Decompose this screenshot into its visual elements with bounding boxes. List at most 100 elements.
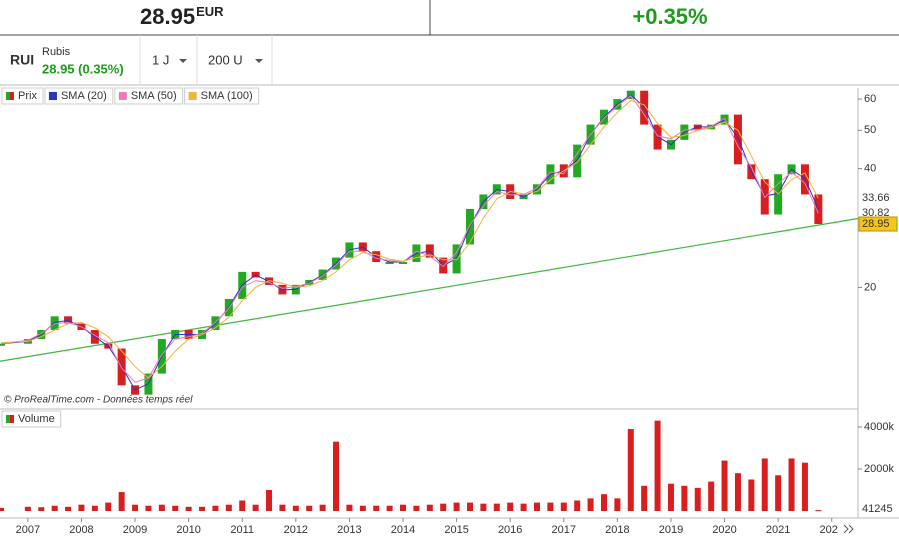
candle bbox=[814, 194, 823, 225]
y-tick-label: 40 bbox=[864, 162, 876, 174]
x-tick-label: 2015 bbox=[444, 524, 468, 536]
volume-bar bbox=[426, 504, 433, 511]
x-tick-label: 2008 bbox=[69, 524, 93, 536]
y-tick-label: 60 bbox=[864, 93, 876, 105]
volume-bar bbox=[319, 504, 326, 511]
last-value-label: 28.95 bbox=[862, 218, 890, 230]
instrument-name: Rubis bbox=[42, 46, 71, 58]
volume-bar bbox=[91, 505, 98, 511]
select-box[interactable] bbox=[141, 36, 196, 84]
candle bbox=[399, 261, 408, 264]
legend-item: Prix bbox=[1, 87, 44, 105]
volume-bar bbox=[627, 429, 634, 511]
volume-bar bbox=[400, 504, 407, 511]
x-tick-label: 2021 bbox=[766, 524, 790, 536]
volume-bar bbox=[0, 507, 5, 511]
volume-bar bbox=[359, 505, 366, 511]
volume-bar bbox=[600, 494, 607, 511]
header-price: 28.95 bbox=[140, 4, 195, 29]
scroll-icon[interactable] bbox=[843, 524, 854, 534]
quote: 28.95 (0.35%) bbox=[42, 61, 124, 76]
legend-label: Volume bbox=[18, 413, 55, 425]
volume-bar bbox=[413, 505, 420, 511]
volume-bar bbox=[373, 505, 380, 511]
x-tick-label: 2017 bbox=[552, 524, 576, 536]
volume-bar bbox=[386, 505, 393, 511]
legend-swatch bbox=[10, 415, 14, 423]
legend-swatch bbox=[10, 92, 14, 100]
volume-bar bbox=[480, 503, 487, 511]
volume-bar bbox=[721, 460, 728, 511]
volume-bar bbox=[708, 481, 715, 511]
volume-bar bbox=[654, 420, 661, 511]
last-value-box bbox=[858, 216, 898, 232]
volume-bar bbox=[252, 504, 259, 511]
caret[interactable] bbox=[255, 59, 263, 63]
x-tick-label: 2007 bbox=[16, 524, 40, 536]
legend-label: SMA (100) bbox=[201, 90, 253, 102]
volume-bar bbox=[306, 505, 313, 511]
trendline bbox=[0, 217, 859, 362]
x-tick-label: 2020 bbox=[712, 524, 736, 536]
legend-swatch bbox=[6, 415, 10, 423]
scroll-button[interactable] bbox=[838, 520, 858, 538]
legend-box bbox=[1, 410, 62, 428]
volume-bar bbox=[614, 498, 621, 511]
volume-bar bbox=[333, 441, 340, 511]
last-value-label: 33.66 bbox=[862, 192, 890, 204]
sma-line bbox=[1, 94, 819, 391]
volume-bar bbox=[775, 475, 782, 511]
y-tick-label: 2000k bbox=[864, 463, 894, 475]
interval-label[interactable]: 1 J bbox=[152, 52, 169, 67]
volume-bar bbox=[225, 504, 232, 511]
legend-swatch bbox=[6, 92, 10, 100]
legend-box bbox=[184, 87, 260, 105]
volume-bar bbox=[694, 487, 701, 511]
volume-bar bbox=[145, 505, 152, 511]
volume-bar bbox=[574, 500, 581, 511]
candle bbox=[573, 144, 582, 178]
volume-bar bbox=[493, 503, 500, 511]
volume-bar bbox=[761, 458, 768, 511]
volume-bar bbox=[185, 506, 192, 511]
header-change: +0.35% bbox=[632, 4, 707, 29]
volume-bar bbox=[507, 502, 514, 511]
volume-bar bbox=[801, 462, 808, 511]
volume-bar bbox=[239, 500, 246, 511]
volume-bar bbox=[266, 489, 273, 511]
volume-bar bbox=[788, 458, 795, 511]
legend-label: SMA (50) bbox=[131, 90, 177, 102]
volume-bar bbox=[78, 504, 85, 511]
legend-item: SMA (100) bbox=[184, 87, 260, 105]
volume-bar bbox=[105, 502, 112, 511]
volume-bar bbox=[292, 505, 299, 511]
x-tick-label: 2016 bbox=[498, 524, 522, 536]
legend-swatch bbox=[48, 92, 57, 100]
units-label[interactable]: 200 U bbox=[208, 52, 243, 67]
volume-bar bbox=[587, 498, 594, 511]
credit: © ProRealTime.com - Données temps réel bbox=[4, 395, 193, 406]
volume-bar bbox=[681, 485, 688, 511]
volume-bar bbox=[212, 505, 219, 511]
x-tick-label: 2022 bbox=[819, 524, 843, 536]
y-tick-label: 50 bbox=[864, 124, 876, 136]
last-value-label: 41245 bbox=[862, 503, 893, 515]
volume-bar bbox=[641, 485, 648, 511]
units-select[interactable]: 200 U bbox=[198, 36, 271, 84]
legend-label: Prix bbox=[18, 90, 37, 102]
x-tick-label: 2011 bbox=[230, 524, 254, 536]
volume-bar bbox=[533, 502, 540, 511]
volume-bar bbox=[38, 507, 45, 511]
volume-bar bbox=[667, 483, 674, 511]
caret[interactable] bbox=[179, 59, 187, 63]
x-tick-label: 2014 bbox=[391, 524, 415, 536]
legend-item: SMA (20) bbox=[44, 87, 114, 105]
candle bbox=[385, 261, 394, 264]
volume-bar bbox=[65, 506, 72, 511]
legend-label: SMA (20) bbox=[61, 90, 107, 102]
interval-select[interactable]: 1 J bbox=[141, 36, 196, 84]
header-currency: EUR bbox=[196, 4, 224, 19]
legend-swatch bbox=[118, 92, 127, 100]
